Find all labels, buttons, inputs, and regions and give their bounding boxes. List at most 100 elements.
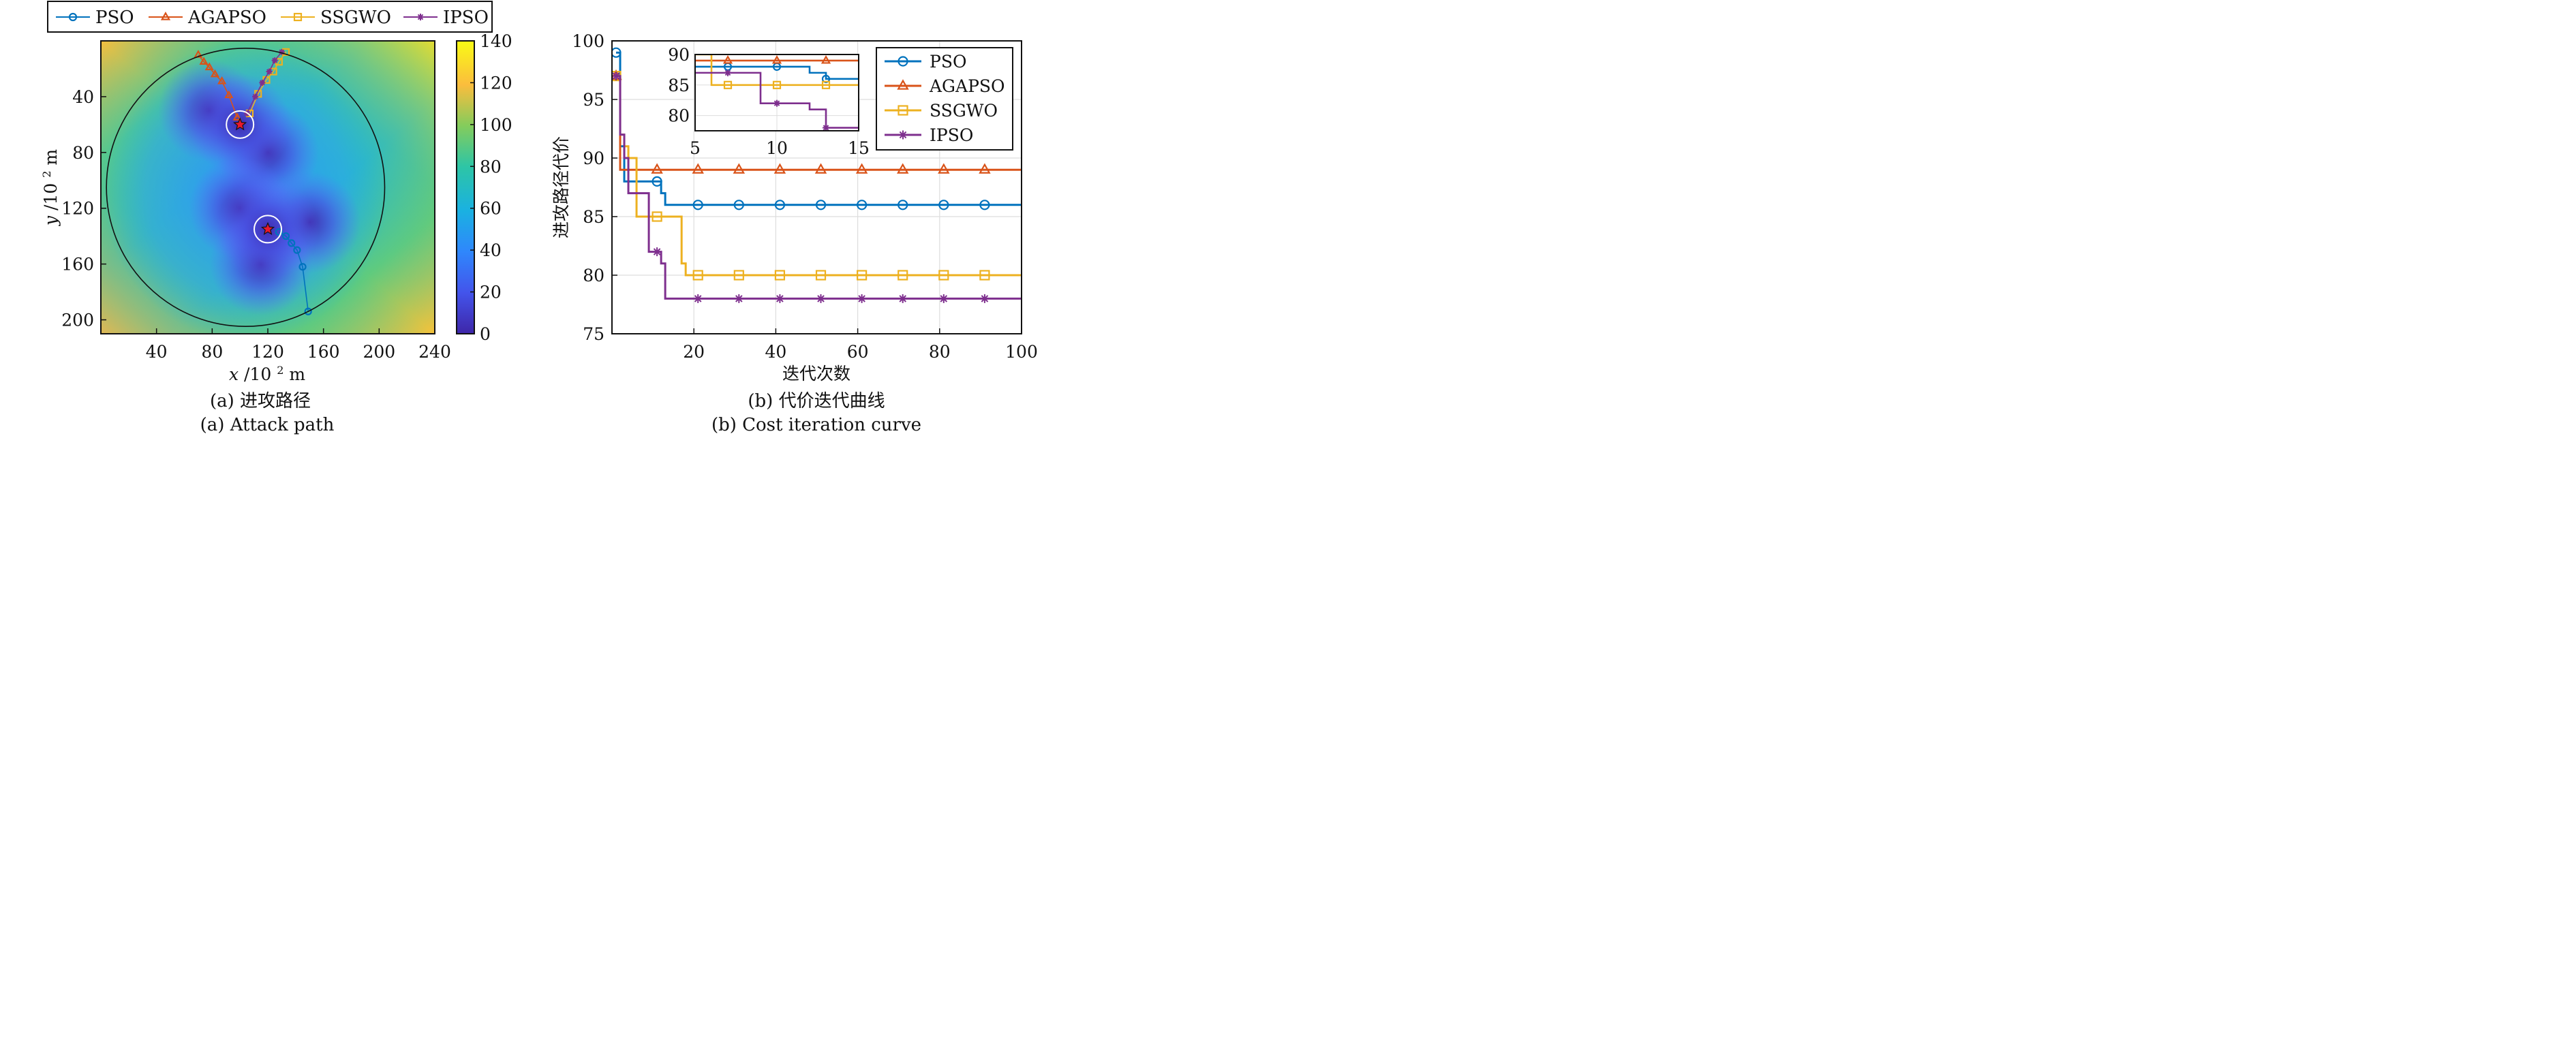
legend-marker-pso bbox=[68, 12, 78, 22]
line-legend-label-agapso: AGAPSO bbox=[929, 76, 1005, 96]
cost-iteration-chart: 20 40 60 80 100 75 80 85 90 95 100 迭代次数 进攻路径代价 5 10… bbox=[551, 31, 1038, 383]
series-marker-agapso-61 bbox=[855, 163, 868, 174]
line-legend-label-ipso: IPSO bbox=[930, 125, 973, 145]
top-legend-item-pso: PSO bbox=[56, 7, 134, 28]
series-marker-pso-21 bbox=[692, 200, 703, 210]
series-marker-ssgwo-71 bbox=[898, 270, 908, 281]
series-marker-pso-91 bbox=[979, 200, 990, 210]
caption-b-en: (b) Cost iteration curve bbox=[711, 415, 921, 435]
path-point-agapso-3 bbox=[210, 69, 220, 78]
series-marker-ipso-51 bbox=[816, 294, 826, 303]
series-marker-ssgwo-41 bbox=[774, 270, 786, 281]
top-legend-item-ipso: IPSO bbox=[403, 7, 489, 28]
inset-marker-agapso-13 bbox=[821, 54, 831, 64]
y-axis-label-a: y /10 2 m bbox=[40, 149, 61, 226]
top-legend: PSO AGAPSO SSGWO IPSO bbox=[47, 1, 493, 33]
series-marker-agapso-51 bbox=[814, 163, 827, 174]
y-tick-label-a-120: 120 bbox=[61, 199, 94, 219]
line-legend-marker-ipso bbox=[898, 130, 908, 140]
line-legend-item-ipso: IPSO bbox=[885, 125, 973, 145]
series-marker-ipso-11 bbox=[652, 247, 662, 257]
path-point-ipso-1 bbox=[271, 57, 278, 64]
line-legend-item-pso: PSO bbox=[885, 52, 966, 72]
caption-b-zh: (b) 代价迭代曲线 bbox=[748, 391, 885, 411]
colorbar-tick-label-20: 20 bbox=[480, 283, 502, 302]
x-tick-label-b-80: 80 bbox=[929, 342, 951, 362]
series-marker-ssgwo-51 bbox=[815, 270, 827, 281]
target-ring-0 bbox=[226, 110, 255, 139]
x-tick-label-a-40: 40 bbox=[146, 342, 168, 362]
boundary-circle bbox=[106, 48, 386, 327]
line-legend: PSO AGAPSO SSGWO IPSO bbox=[876, 47, 1013, 151]
inset-marker-ssgwo-10 bbox=[772, 80, 782, 89]
series-marker-pso-11 bbox=[651, 176, 662, 187]
y-tick-label-b-100: 100 bbox=[572, 31, 604, 51]
series-marker-agapso-11 bbox=[651, 163, 663, 174]
series-marker-pso-81 bbox=[938, 200, 949, 210]
series-ipso bbox=[612, 72, 1022, 303]
path-point-pso-0 bbox=[304, 307, 312, 315]
x-tick-label-a-120: 120 bbox=[251, 342, 284, 362]
path-point-pso-3 bbox=[288, 239, 296, 247]
legend-marker-ssgwo bbox=[293, 12, 303, 22]
inset-y-tick-label-90: 90 bbox=[668, 45, 690, 65]
series-marker-pso-61 bbox=[857, 200, 868, 210]
path-point-agapso-6 bbox=[232, 112, 242, 121]
line-legend-item-agapso: AGAPSO bbox=[885, 76, 1005, 96]
x-tick-label-a-80: 80 bbox=[201, 342, 223, 362]
x-tick-label-b-60: 60 bbox=[847, 342, 869, 362]
series-marker-pso-1 bbox=[612, 47, 622, 58]
path-point-agapso-5 bbox=[224, 90, 234, 99]
path-point-ipso-4 bbox=[252, 93, 259, 100]
colorbar-tick-label-80: 80 bbox=[480, 157, 502, 176]
colorbar-tick-label-140: 140 bbox=[480, 31, 512, 51]
path-point-pso-5 bbox=[275, 228, 283, 236]
y-tick-label-b-80: 80 bbox=[583, 266, 604, 285]
inset-series-agapso bbox=[695, 54, 859, 64]
line-legend-marker-ssgwo bbox=[898, 105, 908, 116]
inset-marker-ssgwo-7 bbox=[723, 80, 733, 89]
x-tick-label-b-100: 100 bbox=[1005, 342, 1038, 362]
line-legend-marker-agapso bbox=[897, 79, 909, 90]
colorbar: 0 20 40 60 80 100 120 140 bbox=[456, 31, 512, 344]
series-marker-pso-71 bbox=[898, 200, 908, 210]
x-tick-label-a-200: 200 bbox=[363, 342, 395, 362]
inset-x-tick-label-5: 5 bbox=[690, 138, 701, 158]
colorbar-tick-label-40: 40 bbox=[480, 240, 502, 260]
target-star-0 bbox=[233, 117, 247, 131]
target-ring-1 bbox=[254, 215, 282, 244]
inset-x-tick-label-10: 10 bbox=[766, 138, 788, 158]
series-marker-agapso-41 bbox=[773, 163, 786, 174]
path-point-agapso-1 bbox=[199, 57, 209, 65]
y-tick-label-a-160: 160 bbox=[61, 255, 94, 275]
series-marker-ipso-91 bbox=[980, 294, 990, 303]
inset-x-tick-label-15: 15 bbox=[848, 138, 870, 158]
path-line-agapso bbox=[198, 54, 238, 118]
caption-a-en: (a) Attack path bbox=[200, 415, 335, 435]
top-legend-label-ssgwo: SSGWO bbox=[320, 7, 391, 28]
colorbar-tick-label-120: 120 bbox=[480, 73, 512, 93]
series-marker-ipso-41 bbox=[775, 294, 784, 303]
y-axis-label-b: 进攻路径代价 bbox=[551, 136, 571, 238]
series-marker-agapso-71 bbox=[897, 163, 909, 174]
series-marker-ssgwo-91 bbox=[979, 270, 990, 281]
series-marker-agapso-31 bbox=[733, 163, 746, 174]
inset-series-ipso bbox=[695, 69, 859, 131]
series-marker-pso-31 bbox=[733, 200, 744, 210]
inset-marker-ipso-10 bbox=[773, 99, 780, 107]
series-marker-pso-51 bbox=[815, 200, 827, 210]
path-line-pso bbox=[278, 231, 309, 312]
series-marker-agapso-21 bbox=[692, 163, 704, 174]
top-legend-item-agapso: AGAPSO bbox=[149, 7, 266, 28]
path-point-ipso-3 bbox=[259, 79, 266, 86]
series-marker-ipso-81 bbox=[939, 294, 949, 303]
line-legend-item-ssgwo: SSGWO bbox=[885, 101, 998, 121]
line-frame bbox=[611, 40, 1022, 334]
x-tick-label-a-240: 240 bbox=[418, 342, 451, 362]
series-marker-ssgwo-21 bbox=[692, 270, 703, 281]
line-legend-marker-pso bbox=[898, 56, 908, 67]
colorbar-tick-label-100: 100 bbox=[480, 115, 512, 135]
path-point-pso-4 bbox=[281, 232, 290, 240]
